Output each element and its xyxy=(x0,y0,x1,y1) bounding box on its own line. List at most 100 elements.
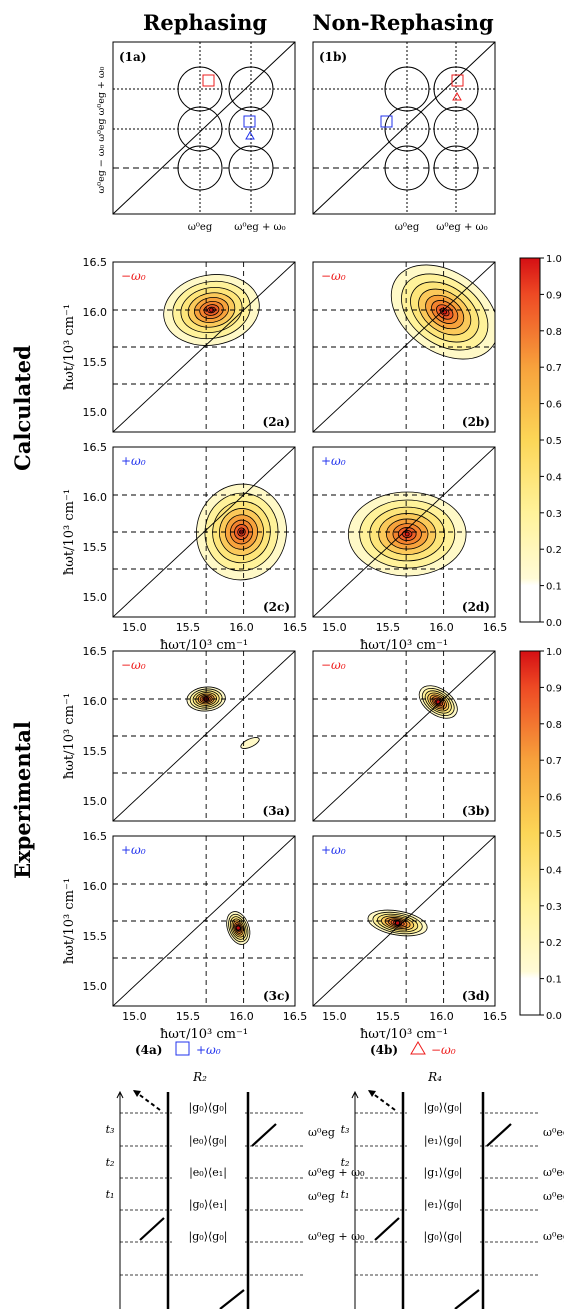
x-tick-label: 16.5 xyxy=(283,1010,308,1023)
density-matrix-label: |e₀⟩⟨g₀| xyxy=(189,1134,227,1148)
contour-panel-3a: −ω₀ (3a) xyxy=(112,650,296,822)
pathway-label: R₂ xyxy=(192,1070,207,1084)
feynman-diagram-4a: (4a) +ω₀ R₂ t₃ t₂ t₁ |g₀⟩⟨g₀| |e₀⟩⟨g₀| |e₀⟩⟨e₁| |… xyxy=(106,1041,365,1309)
panel-frame xyxy=(312,261,496,433)
red-triangle-icon xyxy=(452,91,462,101)
contour-panel-3d: +ω₀ (3d) xyxy=(312,835,496,1007)
frequency-label: −ω₀ xyxy=(121,658,146,672)
colorbar-tick-label: 0.1 xyxy=(546,975,562,986)
colorbar-tick-label: 0.3 xyxy=(546,902,562,913)
x-axis-label: ħωτ/10³ cm⁻¹ xyxy=(160,1027,248,1042)
panel-frame xyxy=(112,650,296,822)
row-label-experimental: Experimental xyxy=(10,721,35,879)
panel-frame xyxy=(312,650,496,822)
panel-frame xyxy=(112,261,296,433)
transition-frequency-label: ω⁰eg + ω₀ xyxy=(308,1230,365,1243)
red-square-icon xyxy=(202,74,215,87)
axes: 15.0 15.5 16.0 16.5 ħωt/10³ cm⁻¹ 15.0 15.5 16.0… xyxy=(62,256,507,1042)
y-tick-label: 16.0 xyxy=(83,695,108,708)
panel-label: (3c) xyxy=(263,989,290,1003)
colorbar-tick-label: 0.4 xyxy=(546,865,562,876)
y-tick-label: 16.5 xyxy=(83,830,108,843)
contour-panel-2b: −ω₀ (2b) xyxy=(312,261,496,433)
frequency-label: −ω₀ xyxy=(321,269,346,283)
y-tick-label: 15.0 xyxy=(83,980,108,993)
blue-triangle-icon xyxy=(245,130,255,140)
frequency-label: +ω₀ xyxy=(121,454,146,468)
y-tick-label: 16.0 xyxy=(83,880,108,893)
colorbar-tick-label: 0.2 xyxy=(546,545,562,556)
feynman-diagram-4b: (4b) −ω₀ R₄ t₃ t₂ t₁ |g₀⟩⟨g₀| |e₁⟩⟨g₀| |g₁⟩⟨g₀| |… xyxy=(341,1041,564,1309)
x-tick-omega-eg-plus: ω⁰eg + ω₀ xyxy=(234,222,285,233)
colorbar-tick-label: 0.2 xyxy=(546,938,562,949)
panel-frame xyxy=(312,835,496,1007)
blue-square-icon xyxy=(243,115,256,128)
colorbar-tick-label: 0.5 xyxy=(546,829,562,840)
y-axis-label: ħωt/10³ cm⁻¹ xyxy=(62,489,77,575)
panel-label: (2a) xyxy=(263,415,290,429)
x-tick-label: 16.0 xyxy=(229,621,254,634)
contour-panel-3c: +ω₀ (3c) xyxy=(112,835,296,1007)
frequency-label: −ω₀ xyxy=(431,1043,456,1057)
colorbar-1: 0.0 0.1 0.2 0.3 0.4 0.5 0.6 0.7 0.8 0.9 1.0 xyxy=(519,254,562,629)
density-matrix-label: |g₀⟩⟨g₀| xyxy=(424,1101,463,1115)
x-tick-label: 15.5 xyxy=(176,621,201,634)
contour-level xyxy=(235,925,241,931)
y-tick-label: 15.0 xyxy=(83,795,108,808)
time-label: t₁ xyxy=(341,1188,350,1201)
panel-frame xyxy=(312,446,496,618)
density-matrix-label: |g₁⟩⟨g₀| xyxy=(424,1166,463,1180)
panel-label: (1a) xyxy=(119,50,146,64)
y-tick-label: 15.5 xyxy=(83,541,108,554)
x-tick-label: 15.0 xyxy=(122,1010,147,1023)
x-axis-label: ħωτ/10³ cm⁻¹ xyxy=(160,638,248,653)
diagram-label: (4a) xyxy=(135,1043,162,1057)
colorbar-tick-label: 0.8 xyxy=(546,720,562,731)
colorbar-tick-label: 0.3 xyxy=(546,509,562,520)
colorbar-tick-label: 0.7 xyxy=(546,363,562,374)
colorbar-tick-label: 0.6 xyxy=(546,400,562,411)
colorbar-tick-label: 0.6 xyxy=(546,793,562,804)
y-tick-label: 15.5 xyxy=(83,356,108,369)
colorbar-tick-label: 1.0 xyxy=(546,647,562,658)
density-matrix-label: |g₀⟩⟨g₀| xyxy=(189,1101,228,1115)
diagram-label: (4b) xyxy=(370,1043,398,1057)
pathway-label: R₄ xyxy=(427,1070,442,1084)
contour-level xyxy=(240,737,260,749)
density-matrix-label: |e₁⟩⟨g₀| xyxy=(424,1134,462,1148)
transition-frequency-label: ω⁰eg xyxy=(543,1166,564,1179)
frequency-label: +ω₀ xyxy=(321,454,346,468)
frequency-label: −ω₀ xyxy=(321,658,346,672)
header-rephasing: Rephasing xyxy=(143,10,267,35)
density-matrix-label: |e₁⟩⟨g₀| xyxy=(424,1198,462,1212)
transition-frequency-label: ω⁰eg xyxy=(543,1190,564,1203)
x-tick-label: 16.0 xyxy=(229,1010,254,1023)
contour-panel-2a: −ω₀ (2a) xyxy=(112,261,296,433)
contour-panels: −ω₀ (2a) −ω₀ (2b) +ω₀ (2c) +ω₀ (2d) −ω₀ (3a) −ω₀ (3… xyxy=(112,261,496,1007)
panel-label: (3b) xyxy=(462,804,490,818)
x-tick-label: 16.0 xyxy=(429,1010,454,1023)
x-tick-label: 15.5 xyxy=(376,1010,401,1023)
density-matrix-label: |e₀⟩⟨e₁| xyxy=(189,1166,227,1180)
panel-label: (1b) xyxy=(319,50,347,64)
red-triangle-icon xyxy=(410,1041,426,1055)
row-label-calculated: Calculated xyxy=(10,345,35,471)
x-tick-omega-eg: ω⁰eg xyxy=(395,222,420,233)
x-tick-label: 16.0 xyxy=(429,621,454,634)
x-tick-label: 15.0 xyxy=(122,621,147,634)
contour-panel-2d: +ω₀ (2d) xyxy=(312,446,496,618)
y-tick-label: 16.5 xyxy=(83,256,108,269)
blue-square-icon xyxy=(175,1041,190,1056)
x-tick-label: 16.5 xyxy=(283,621,308,634)
feynman-diagrams: (4a) +ω₀ R₂ t₃ t₂ t₁ |g₀⟩⟨g₀| |e₀⟩⟨g₀| |e₀⟩⟨e₁| |… xyxy=(106,1041,564,1309)
frequency-label: +ω₀ xyxy=(321,843,346,857)
x-tick-label: 16.5 xyxy=(483,621,508,634)
x-tick-label: 15.5 xyxy=(376,621,401,634)
time-label: t₁ xyxy=(106,1188,115,1201)
header-non-rephasing: Non-Rephasing xyxy=(312,10,494,35)
panel-frame xyxy=(112,835,296,1007)
y-tick-label: 15.5 xyxy=(83,930,108,943)
blue-square-icon xyxy=(380,115,393,128)
colorbar-tick-label: 0.1 xyxy=(546,582,562,593)
